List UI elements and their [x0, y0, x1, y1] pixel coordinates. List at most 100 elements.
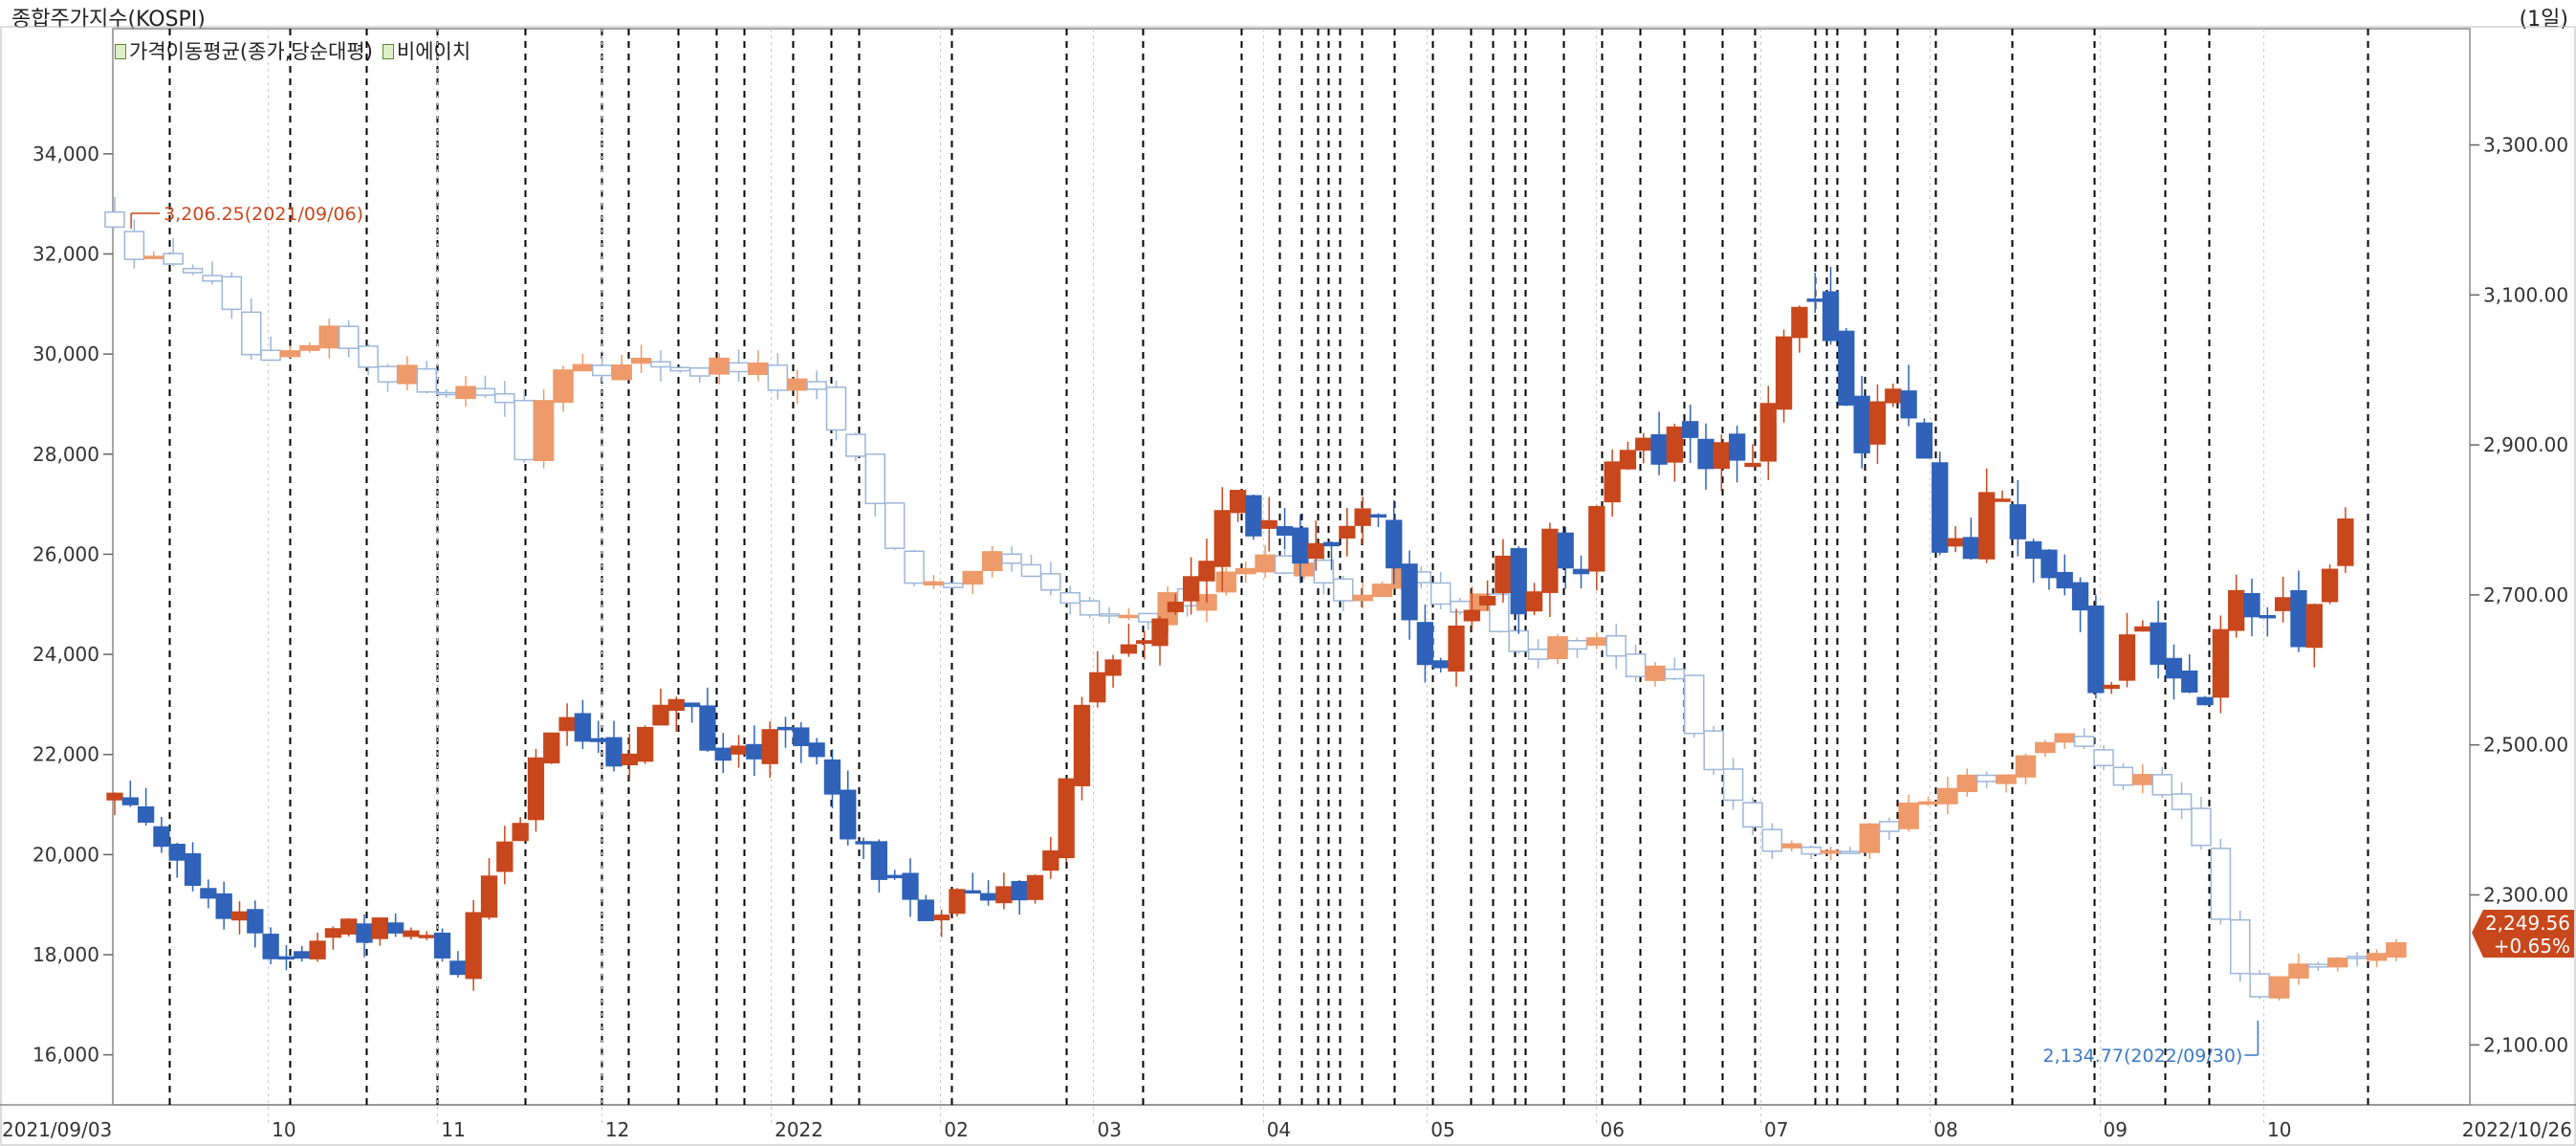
left-axis-tick-label: 34,000: [33, 143, 99, 165]
kospi-candle: [318, 325, 340, 349]
bh-candle: [277, 956, 295, 960]
kospi-candle: [1079, 600, 1101, 616]
left-axis-tick-label: 30,000: [33, 342, 99, 365]
bh-candle: [1682, 421, 1699, 438]
kospi-candle: [2386, 941, 2407, 959]
kospi-candle: [377, 365, 399, 383]
bh-candle: [309, 940, 326, 959]
right-axis-tick-label: 2,100.00: [2483, 1033, 2568, 1056]
kospi-candle: [1215, 571, 1237, 593]
kospi-candle: [513, 399, 535, 461]
x-tick-label: 2021/09/03: [2, 1118, 112, 1141]
bh-candle: [637, 726, 654, 762]
bh-candle: [1042, 850, 1059, 871]
kospi-candle: [1118, 614, 1140, 619]
bh-candle: [949, 889, 966, 915]
bh-candle: [1495, 555, 1512, 593]
bh-candle: [1026, 874, 1044, 900]
bh-candle: [496, 841, 513, 872]
kospi-candle: [2210, 848, 2232, 920]
bh-candle: [418, 935, 435, 938]
kospi-candle: [650, 361, 671, 368]
bh-candle: [1635, 437, 1652, 452]
kospi-candle: [904, 550, 925, 584]
kospi-candle: [240, 311, 262, 356]
bh-candle: [433, 932, 451, 959]
period-label[interactable]: (1일): [2519, 8, 2568, 32]
legend-box-icon: [382, 44, 394, 59]
bh-candle: [808, 742, 825, 758]
bh-candle: [153, 826, 170, 848]
bh-candle: [1713, 442, 1730, 470]
bh-candle: [917, 899, 934, 921]
kospi-candle: [1937, 787, 1958, 804]
left-axis-tick-label: 28,000: [33, 443, 99, 466]
bh-candle: [1011, 880, 1028, 901]
bh-candle: [1510, 547, 1527, 615]
bh-candle: [1557, 532, 1574, 569]
bh-candle: [1058, 778, 1075, 859]
bh-candle: [2071, 582, 2089, 611]
bh-candle: [902, 872, 919, 900]
bh-candle: [1978, 492, 1996, 560]
bh-candle: [1322, 541, 1341, 547]
bh-candle: [1448, 625, 1465, 672]
x-tick-label: 03: [1097, 1118, 1121, 1141]
kospi-candle: [1761, 828, 1783, 852]
kospi-candle: [494, 393, 515, 404]
left-axis-tick-label: 20,000: [33, 843, 99, 866]
legend-item-bh[interactable]: 비에이치: [382, 40, 470, 63]
kospi-candle: [1059, 591, 1081, 605]
kospi-candle: [806, 381, 827, 390]
kospi-candle: [845, 433, 866, 457]
kospi-candle: [435, 391, 457, 396]
bh-candle: [200, 888, 217, 899]
kospi-candle: [1235, 567, 1256, 575]
kospi-candle: [884, 502, 906, 549]
bh-candle: [886, 874, 904, 879]
kospi-candle: [2268, 976, 2290, 999]
bh-candle: [1478, 595, 1496, 606]
kospi-candle: [2132, 774, 2153, 785]
right-axis-tick-label: 3,100.00: [2483, 283, 2568, 306]
bh-candle: [1151, 618, 1168, 647]
kospi-candle: [748, 362, 769, 376]
bh-candle: [1354, 508, 1371, 526]
x-tick-label: 10: [272, 1118, 295, 1141]
bh-candle: [1666, 426, 1684, 463]
bh-candle: [2150, 622, 2167, 665]
bh-candle: [1167, 601, 1185, 613]
kospi-candle: [1878, 821, 1900, 832]
kospi-candle: [104, 210, 125, 229]
kospi-candle: [1976, 774, 1997, 782]
kospi-candle: [2366, 953, 2388, 961]
right-axis-tick-label: 2,300.00: [2483, 883, 2568, 906]
kospi-candle: [1722, 768, 1744, 802]
bh-candle: [1838, 330, 1855, 406]
bh-candle: [2024, 540, 2042, 560]
bh-candle: [1432, 660, 1450, 669]
kospi-candle: [1625, 653, 1647, 677]
kospi-candle: [689, 366, 710, 377]
bh-candle: [1994, 498, 2011, 502]
bh-candle: [776, 726, 795, 731]
right-axis-tick-label: 2,700.00: [2483, 584, 2568, 606]
bh-candle: [995, 886, 1013, 904]
kospi-candle: [1684, 674, 1705, 735]
bh-candle: [761, 729, 778, 764]
bh-candle: [1791, 306, 1808, 339]
bh-candle: [1541, 528, 1559, 593]
x-tick-label: 04: [1267, 1118, 1291, 1141]
bh-candle: [1416, 622, 1434, 666]
kospi-candle: [1547, 636, 1568, 660]
kospi-candle: [1020, 563, 1042, 578]
left-axis-tick-label: 26,000: [33, 542, 99, 565]
x-tick-label: 02: [944, 1118, 968, 1141]
bh-candle: [1073, 704, 1091, 786]
bh-candle: [465, 912, 482, 980]
kospi-candle: [1001, 553, 1022, 564]
bh-candle: [106, 792, 123, 801]
kospi-candle: [1801, 846, 1822, 855]
